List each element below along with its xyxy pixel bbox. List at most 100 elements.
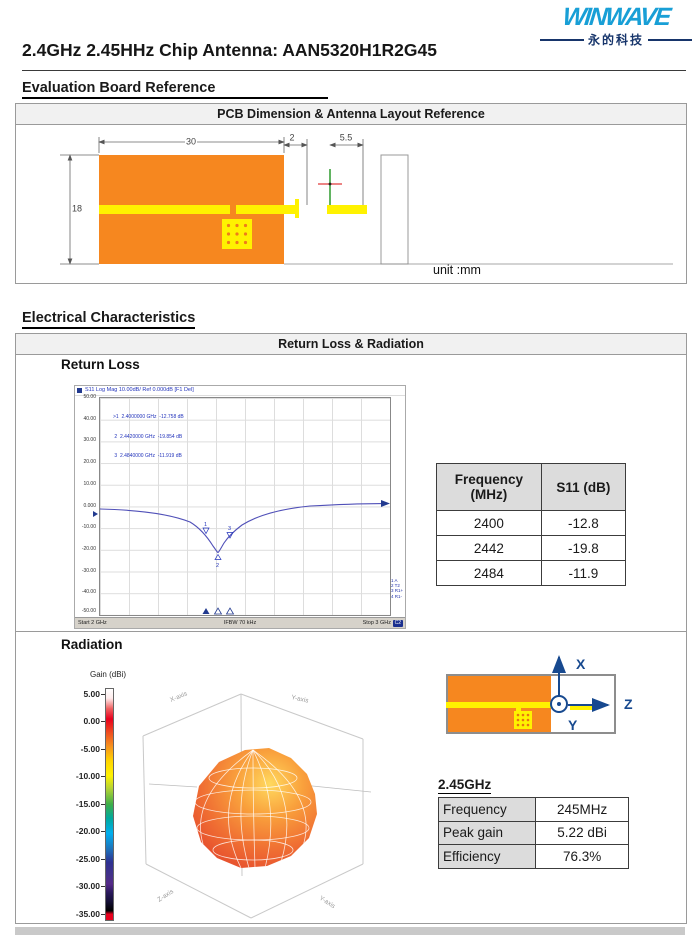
- feed-trace-right: [236, 205, 295, 214]
- param-value-cell: 76.3%: [535, 844, 629, 869]
- vna-screenshot: S11 Log Mag 10.00dB/ Ref 0.000dB [F1 Del…: [74, 385, 406, 629]
- sweep-start-label: Start 2 GHz: [78, 620, 107, 626]
- feed-trace-left: [99, 205, 230, 214]
- table-row: Frequency 245MHz: [437, 797, 629, 822]
- vna-y-tick: 40.00: [83, 415, 96, 422]
- dimension-lines: [60, 137, 673, 265]
- table-row: 2484 -11.9: [436, 560, 627, 586]
- trace-end-arrow-icon: [381, 500, 390, 507]
- vna-y-tick: 30.00: [83, 437, 96, 444]
- electrical-box-title: Return Loss & Radiation: [16, 334, 686, 355]
- table-row: Efficiency 76.3%: [437, 844, 629, 869]
- company-logo: WINWAVE 永的科技: [540, 3, 693, 48]
- axis-label-bottom-left: Z-axis: [156, 888, 175, 904]
- colorbar-tick: [101, 914, 105, 915]
- vna-y-tick: -40.00: [81, 589, 96, 596]
- section-heading-electrical: Electrical Characteristics: [22, 310, 196, 329]
- freq-cell: 2484: [436, 560, 542, 586]
- table-row: Peak gain 5.22 dBi: [437, 820, 629, 845]
- coordinate-ground-pad: [514, 711, 532, 729]
- colorbar-tick: [101, 804, 105, 805]
- colorbar-tick-label: -20.00: [75, 826, 100, 836]
- radiation-pattern-3d-plot: X-axis Y-axis Z-axis Y-axis: [142, 690, 372, 919]
- vna-header-bar: S11 Log Mag 10.00dB/ Ref 0.000dB [F1 Del…: [75, 386, 405, 396]
- pcb-dimension-box: PCB Dimension & Antenna Layout Reference: [15, 103, 687, 284]
- colorbar-tick-label: -35.00: [75, 909, 100, 919]
- radiation-frequency-heading: 2.45GHz: [438, 777, 492, 794]
- cal-status-badge: C2: [392, 619, 403, 627]
- x-axis-label: X: [576, 656, 586, 672]
- vna-y-tick: 50.00: [83, 394, 96, 400]
- axis-label-top-right: Y-axis: [291, 694, 310, 705]
- unit-label: unit :mm: [433, 263, 481, 277]
- channel-icon: [77, 388, 82, 393]
- vna-y-tick: -50.00: [81, 608, 96, 614]
- param-name-cell: Frequency: [437, 797, 537, 822]
- page-title: 2.4GHz 2.45HHz Chip Antenna: AAN5320H1R2…: [22, 40, 437, 60]
- marker-readout: >1 2.4000000 GHz -12.758 dB 2 2.4420000 …: [113, 401, 184, 473]
- vna-y-tick-ref: 0.000: [83, 502, 96, 509]
- feed-end-cap: [295, 199, 299, 218]
- param-name-cell: Peak gain: [437, 820, 537, 845]
- return-loss-subtitle: Return Loss: [61, 357, 140, 372]
- logo-divider: [648, 38, 693, 41]
- dim-label-gap: 2: [289, 132, 295, 143]
- colorbar-tick-label: -5.00: [80, 744, 100, 754]
- trace-legend-line: 2 T2: [391, 583, 400, 589]
- colorbar-tick: [101, 859, 105, 860]
- col-header-frequency: Frequency (MHz): [436, 463, 542, 511]
- colorbar-tick-label: -15.00: [75, 799, 100, 809]
- radiation-subtitle: Radiation: [61, 637, 123, 652]
- trace-legend: 1 A 2 T2 3 R1+ 4 R1-: [391, 578, 405, 599]
- marker-flags: 1 2 3: [202, 522, 234, 569]
- dim-label-board-width: 30: [184, 136, 198, 147]
- marker-readout-1: >1 2.4000000 GHz -12.758 dB: [113, 414, 184, 420]
- colorbar-tick: [101, 886, 105, 887]
- param-value-cell: 245MHz: [535, 797, 629, 822]
- s11-trace: [100, 502, 388, 554]
- title-rule: [22, 70, 686, 71]
- pcb-drawing: 30 2 5.5 18 unit :mm: [16, 125, 684, 282]
- colorbar-tick: [101, 831, 105, 832]
- colorbar-tick-label: -10.00: [75, 771, 100, 781]
- colorbar-title: Gain (dBi): [89, 670, 126, 679]
- marker-readout-2: 2 2.4420000 GHz -19.854 dB: [113, 433, 183, 440]
- bottom-marker-ticks: [202, 607, 235, 615]
- logo-brand-text: WINWAVE: [561, 3, 671, 31]
- pcb-drawing-svg: [60, 137, 673, 265]
- chip-antenna-pad: [327, 205, 367, 214]
- return-loss-radiation-box: Return Loss & Radiation Return Loss S11 …: [15, 333, 687, 924]
- logo-divider: [540, 38, 584, 41]
- vna-y-tick: -10.00: [81, 524, 96, 531]
- marker-flag-1: 1: [204, 522, 207, 528]
- coordinate-pad-vias: [516, 713, 530, 727]
- s11-cell: -12.8: [540, 510, 627, 536]
- pcb-board-group: [99, 154, 409, 265]
- param-name-cell: Efficiency: [437, 844, 537, 869]
- radiation-summary-table: Frequency 245MHz Peak gain 5.22 dBi Effi…: [437, 797, 629, 869]
- col-header-s11: S11 (dB): [540, 463, 627, 511]
- table-row: 2400 -12.8: [436, 510, 627, 536]
- coordinate-feed-stub: [516, 707, 521, 712]
- coordinate-feed-trace: [446, 702, 554, 708]
- vna-y-tick: -20.00: [81, 545, 96, 552]
- section-divider: [16, 631, 686, 632]
- pcb-side-view: [380, 154, 409, 265]
- y-axis-origin-icon: [550, 695, 568, 713]
- z-axis-label: Z: [624, 696, 633, 712]
- trace-legend-line: 3 R1+: [391, 588, 404, 594]
- vna-trace-settings: S11 Log Mag 10.00dB/ Ref 0.000dB [F1 Del…: [85, 387, 194, 393]
- section-heading-evaluation-board: Evaluation Board Reference: [22, 80, 328, 99]
- y-axis-dot-icon: [557, 702, 561, 706]
- colorbar-tick-label: -30.00: [75, 881, 100, 891]
- vna-y-tick: 20.00: [83, 459, 96, 466]
- vna-status-bar: Start 2 GHz IFBW 70 kHz Stop 3 GHz C2: [75, 617, 405, 628]
- trace-legend-line: 4 R1-: [391, 593, 403, 599]
- gain-colorbar: [105, 688, 114, 921]
- freq-cell: 2442: [436, 535, 542, 561]
- dim-label-board-height: 18: [70, 203, 84, 214]
- colorbar-tick-label: 0.00: [83, 716, 100, 726]
- reference-level-arrow-icon: [93, 511, 98, 517]
- s11-cell: -19.8: [540, 535, 627, 561]
